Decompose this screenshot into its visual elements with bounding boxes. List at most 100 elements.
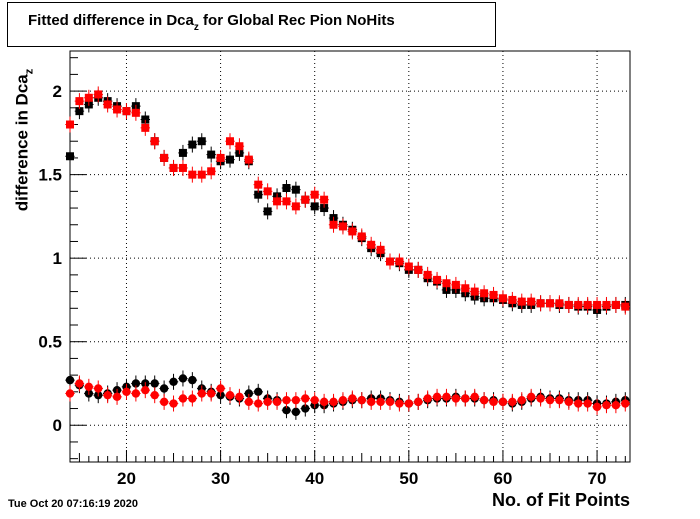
data-point [517, 395, 526, 405]
data-point [461, 394, 470, 403]
data-point [272, 397, 282, 407]
x-tick-label: 40 [305, 469, 324, 488]
data-point [207, 150, 216, 159]
data-point [94, 90, 103, 99]
data-point [291, 185, 300, 194]
data-point [225, 390, 235, 400]
data-point [75, 97, 84, 106]
data-point [113, 105, 122, 114]
data-point [188, 375, 197, 385]
data-point [310, 202, 319, 211]
data-point [611, 300, 620, 309]
data-point [273, 197, 282, 206]
data-point [122, 107, 131, 116]
data-point [348, 227, 357, 236]
data-point [442, 279, 451, 288]
data-point [141, 123, 150, 132]
title-suffix: for Global Rec Pion NoHits [198, 12, 395, 29]
data-point [66, 120, 74, 129]
data-point [386, 257, 394, 266]
data-point [329, 397, 338, 407]
title-main: Fitted difference in Dca [28, 12, 194, 29]
data-point [301, 195, 310, 204]
data-point [366, 397, 376, 407]
data-point [451, 280, 460, 289]
data-point [404, 399, 414, 408]
data-point [66, 152, 74, 161]
data-point [84, 382, 94, 392]
data-point [235, 392, 244, 402]
data-point [75, 107, 84, 116]
data-point [442, 392, 451, 402]
data-point [150, 137, 159, 146]
data-point [376, 245, 385, 254]
data-point [178, 163, 187, 172]
data-point [291, 395, 301, 405]
data-point [433, 275, 442, 284]
data-point [103, 390, 112, 400]
data-point [414, 397, 423, 407]
data-point [160, 153, 169, 162]
data-point [244, 389, 254, 398]
data-point [310, 190, 319, 199]
data-point [112, 392, 122, 402]
data-point [244, 397, 254, 407]
data-point [593, 300, 602, 309]
data-point [301, 404, 310, 413]
data-point [226, 137, 234, 146]
data-point [94, 384, 103, 393]
y-axis-label: difference in Dcaz [13, 69, 36, 212]
data-point [169, 399, 178, 408]
data-point [103, 100, 112, 109]
data-point [564, 300, 573, 309]
data-point [329, 220, 338, 229]
data-point [254, 180, 263, 189]
data-point [122, 387, 131, 397]
data-point [282, 197, 291, 206]
data-point [188, 394, 197, 403]
data-point [527, 297, 536, 306]
data-point [207, 167, 216, 176]
data-point [451, 394, 461, 403]
data-point [461, 284, 470, 293]
data-point [414, 265, 423, 274]
data-point [338, 222, 347, 231]
data-point [367, 240, 376, 249]
data-point [348, 394, 357, 403]
y-axis-label-main: difference in Dca [12, 74, 32, 212]
data-point [536, 299, 545, 308]
data-point [574, 300, 583, 309]
data-point [226, 155, 234, 164]
data-point [319, 397, 329, 407]
data-point [526, 392, 536, 402]
data-point [131, 108, 140, 117]
data-point [376, 397, 385, 407]
data-point [498, 397, 508, 407]
x-tick-label: 70 [588, 469, 607, 488]
data-point [197, 137, 206, 146]
chart-title-box: Fitted difference in Dcaz for Global Rec… [7, 2, 496, 47]
data-point [574, 399, 583, 408]
data-point [508, 295, 517, 304]
data-point [555, 395, 564, 405]
data-point [395, 399, 404, 408]
data-point [385, 397, 395, 407]
data-point [282, 406, 291, 415]
data-point [254, 387, 263, 397]
data-point [555, 299, 564, 308]
data-point [75, 379, 84, 388]
data-point [197, 170, 206, 179]
data-point [310, 395, 319, 405]
data-point [338, 395, 348, 405]
data-point [282, 184, 291, 192]
data-point [470, 392, 479, 402]
data-point [159, 384, 169, 393]
y-tick-label: 2 [53, 82, 62, 101]
data-point [583, 300, 592, 309]
data-point [254, 190, 263, 199]
data-point [178, 148, 187, 157]
data-point [150, 390, 159, 400]
x-tick-label: 30 [211, 469, 230, 488]
y-tick-label: 0.5 [38, 333, 62, 352]
